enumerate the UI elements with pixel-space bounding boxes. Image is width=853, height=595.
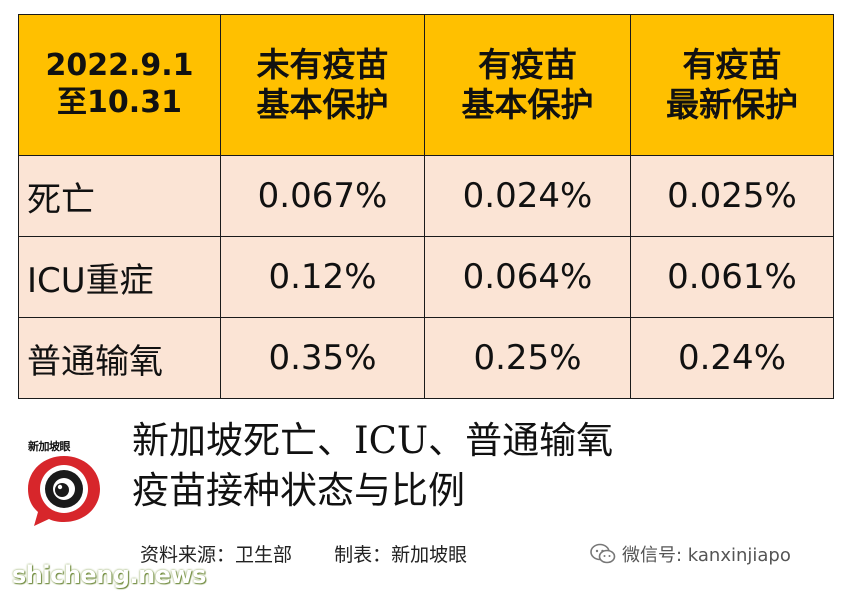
wechat-icon bbox=[590, 543, 616, 564]
watermark: shicheng.news bbox=[12, 561, 206, 589]
table-cell: 0.064% bbox=[424, 236, 631, 318]
table-row: 普通输氧 0.35% 0.25% 0.24% bbox=[18, 317, 834, 399]
header-vaccinated-basic: 有疫苗 基本保护 bbox=[424, 14, 631, 156]
table-cell: 0.25% bbox=[424, 317, 631, 399]
header-date-range: 2022.9.1 至10.31 bbox=[18, 14, 221, 156]
header-unvaccinated-line1: 未有疫苗 bbox=[256, 44, 389, 84]
header-vaccinated-basic-line2: 基本保护 bbox=[461, 85, 594, 124]
table-maker-text: 制表：新加坡眼 bbox=[334, 544, 468, 566]
header-unvaccinated-line2: 基本保护 bbox=[256, 85, 389, 124]
header-vaccinated-basic-line1: 有疫苗 bbox=[478, 44, 577, 84]
source-credit: 资料来源：卫生部 制表：新加坡眼 bbox=[140, 540, 467, 567]
header-unvaccinated: 未有疫苗 基本保护 bbox=[220, 14, 425, 156]
logo-text: 新加坡眼 bbox=[28, 440, 71, 453]
chart-title: 新加坡死亡、ICU、普通输氧 疫苗接种状态与比例 bbox=[132, 416, 613, 516]
data-source-text: 资料来源：卫生部 bbox=[140, 544, 293, 566]
wechat-id: 微信号: kanxinjiapo bbox=[590, 541, 791, 567]
header-date-end: 至10.31 bbox=[57, 85, 182, 120]
wechat-text: 微信号: kanxinjiapo bbox=[622, 545, 791, 566]
title-line1: 新加坡死亡、ICU、普通输氧 bbox=[132, 419, 614, 462]
table-row: 死亡 0.067% 0.024% 0.025% bbox=[18, 155, 834, 237]
header-vaccinated-latest: 有疫苗 最新保护 bbox=[630, 14, 834, 156]
table-row: ICU重症 0.12% 0.064% 0.061% bbox=[18, 236, 834, 318]
title-line2: 疫苗接种状态与比例 bbox=[132, 469, 465, 512]
header-vaccinated-latest-line1: 有疫苗 bbox=[682, 44, 782, 84]
vaccination-outcome-table: 2022.9.1 至10.31 未有疫苗 基本保护 有疫苗 基本保护 有疫苗 最… bbox=[18, 14, 834, 399]
header-date-start: 2022.9.1 bbox=[45, 48, 194, 84]
table-cell: 0.025% bbox=[630, 155, 834, 237]
table-cell: 0.12% bbox=[220, 236, 425, 318]
table-cell: 0.35% bbox=[220, 317, 425, 399]
table-cell: 0.067% bbox=[220, 155, 425, 237]
header-vaccinated-latest-line2: 最新保护 bbox=[666, 85, 798, 124]
table-cell: 0.24% bbox=[630, 317, 834, 399]
row-label-death: 死亡 bbox=[18, 155, 221, 237]
brand-logo: 新加坡眼 bbox=[22, 428, 110, 528]
table-cell: 0.024% bbox=[424, 155, 631, 237]
table-cell: 0.061% bbox=[630, 236, 834, 318]
stats-table-container: 2022.9.1 至10.31 未有疫苗 基本保护 有疫苗 基本保护 有疫苗 最… bbox=[18, 14, 834, 399]
row-label-icu: ICU重症 bbox=[18, 236, 221, 318]
kanxinjiapo-eye-logo-icon bbox=[28, 456, 100, 526]
table-header-row: 2022.9.1 至10.31 未有疫苗 基本保护 有疫苗 基本保护 有疫苗 最… bbox=[18, 14, 834, 156]
row-label-oxygen: 普通输氧 bbox=[18, 317, 221, 399]
